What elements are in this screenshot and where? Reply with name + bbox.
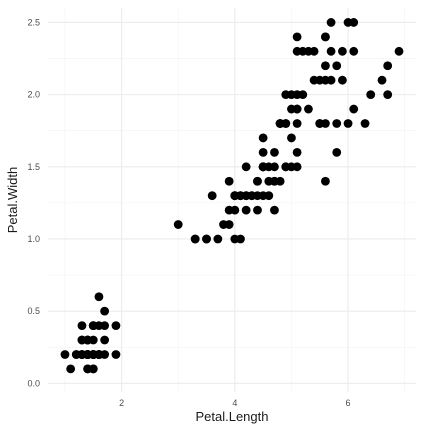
- data-point: [287, 133, 296, 143]
- data-point: [338, 75, 347, 85]
- data-point: [349, 46, 359, 56]
- data-point: [173, 220, 183, 229]
- data-point: [281, 90, 291, 100]
- data-point: [83, 350, 93, 359]
- data-point: [213, 234, 223, 244]
- data-point: [236, 191, 245, 201]
- data-point: [270, 162, 279, 172]
- data-point: [309, 46, 319, 56]
- x-tick-label: 4: [232, 398, 237, 408]
- data-point: [304, 104, 313, 114]
- data-point: [298, 46, 308, 56]
- data-point: [270, 147, 279, 157]
- y-tick-label: 2.0: [27, 90, 40, 100]
- y-tick-label: 1.0: [27, 234, 40, 244]
- data-point: [326, 18, 336, 27]
- data-point: [236, 234, 245, 244]
- x-tick-label: 2: [119, 398, 124, 408]
- data-point: [60, 350, 70, 359]
- data-point: [219, 220, 228, 229]
- data-point: [321, 176, 330, 186]
- data-point: [111, 321, 121, 330]
- data-point: [309, 75, 319, 85]
- x-axis-title: Petal.Length: [195, 409, 268, 424]
- x-tick-label: 6: [346, 398, 351, 408]
- data-point: [321, 32, 330, 42]
- data-point: [258, 133, 268, 143]
- tick-labels: 2 4 6 0.0 0.5 1.0 1.5 2.0 2.5: [27, 17, 350, 408]
- data-point: [292, 147, 302, 157]
- data-point: [326, 46, 336, 56]
- data-point: [241, 205, 251, 215]
- data-point: [230, 205, 240, 215]
- data-point: [94, 292, 104, 302]
- data-point: [224, 176, 234, 186]
- data-point: [258, 147, 268, 157]
- data-point: [253, 205, 262, 215]
- data-point: [253, 176, 262, 186]
- data-point: [190, 234, 200, 244]
- data-point: [264, 176, 274, 186]
- data-point: [394, 46, 404, 56]
- data-point: [264, 191, 274, 201]
- data-point: [66, 364, 76, 374]
- data-point: [83, 335, 93, 345]
- data-point: [349, 104, 359, 114]
- data-point: [332, 119, 342, 128]
- data-point: [111, 350, 121, 359]
- data-point: [321, 61, 330, 71]
- data-points: [60, 18, 404, 374]
- data-point: [241, 162, 251, 172]
- y-tick-label: 0.0: [27, 378, 40, 388]
- data-point: [83, 364, 93, 374]
- data-point: [247, 191, 257, 201]
- data-point: [100, 335, 110, 345]
- data-point: [349, 18, 359, 27]
- grid-lines: [48, 8, 416, 392]
- data-point: [275, 176, 285, 186]
- data-point: [207, 191, 217, 201]
- data-point: [315, 119, 325, 128]
- data-point: [100, 306, 110, 316]
- data-point: [292, 119, 302, 128]
- data-point: [321, 75, 330, 85]
- data-point: [383, 61, 393, 71]
- data-point: [366, 90, 376, 100]
- data-point: [258, 162, 268, 172]
- data-point: [343, 119, 353, 128]
- y-axis-title: Petal.Width: [5, 167, 20, 233]
- data-point: [360, 119, 370, 128]
- data-point: [88, 321, 98, 330]
- data-point: [202, 234, 211, 244]
- data-point: [77, 321, 87, 330]
- data-point: [292, 32, 302, 42]
- y-tick-label: 2.5: [27, 17, 40, 27]
- y-tick-label: 1.5: [27, 162, 40, 172]
- data-point: [275, 119, 285, 128]
- data-point: [383, 90, 393, 100]
- y-tick-label: 0.5: [27, 306, 40, 316]
- data-point: [270, 205, 279, 215]
- data-point: [377, 75, 387, 85]
- data-point: [298, 90, 308, 100]
- data-point: [332, 147, 342, 157]
- data-point: [287, 104, 296, 114]
- data-point: [338, 46, 347, 56]
- data-point: [292, 162, 302, 172]
- data-point: [332, 61, 342, 71]
